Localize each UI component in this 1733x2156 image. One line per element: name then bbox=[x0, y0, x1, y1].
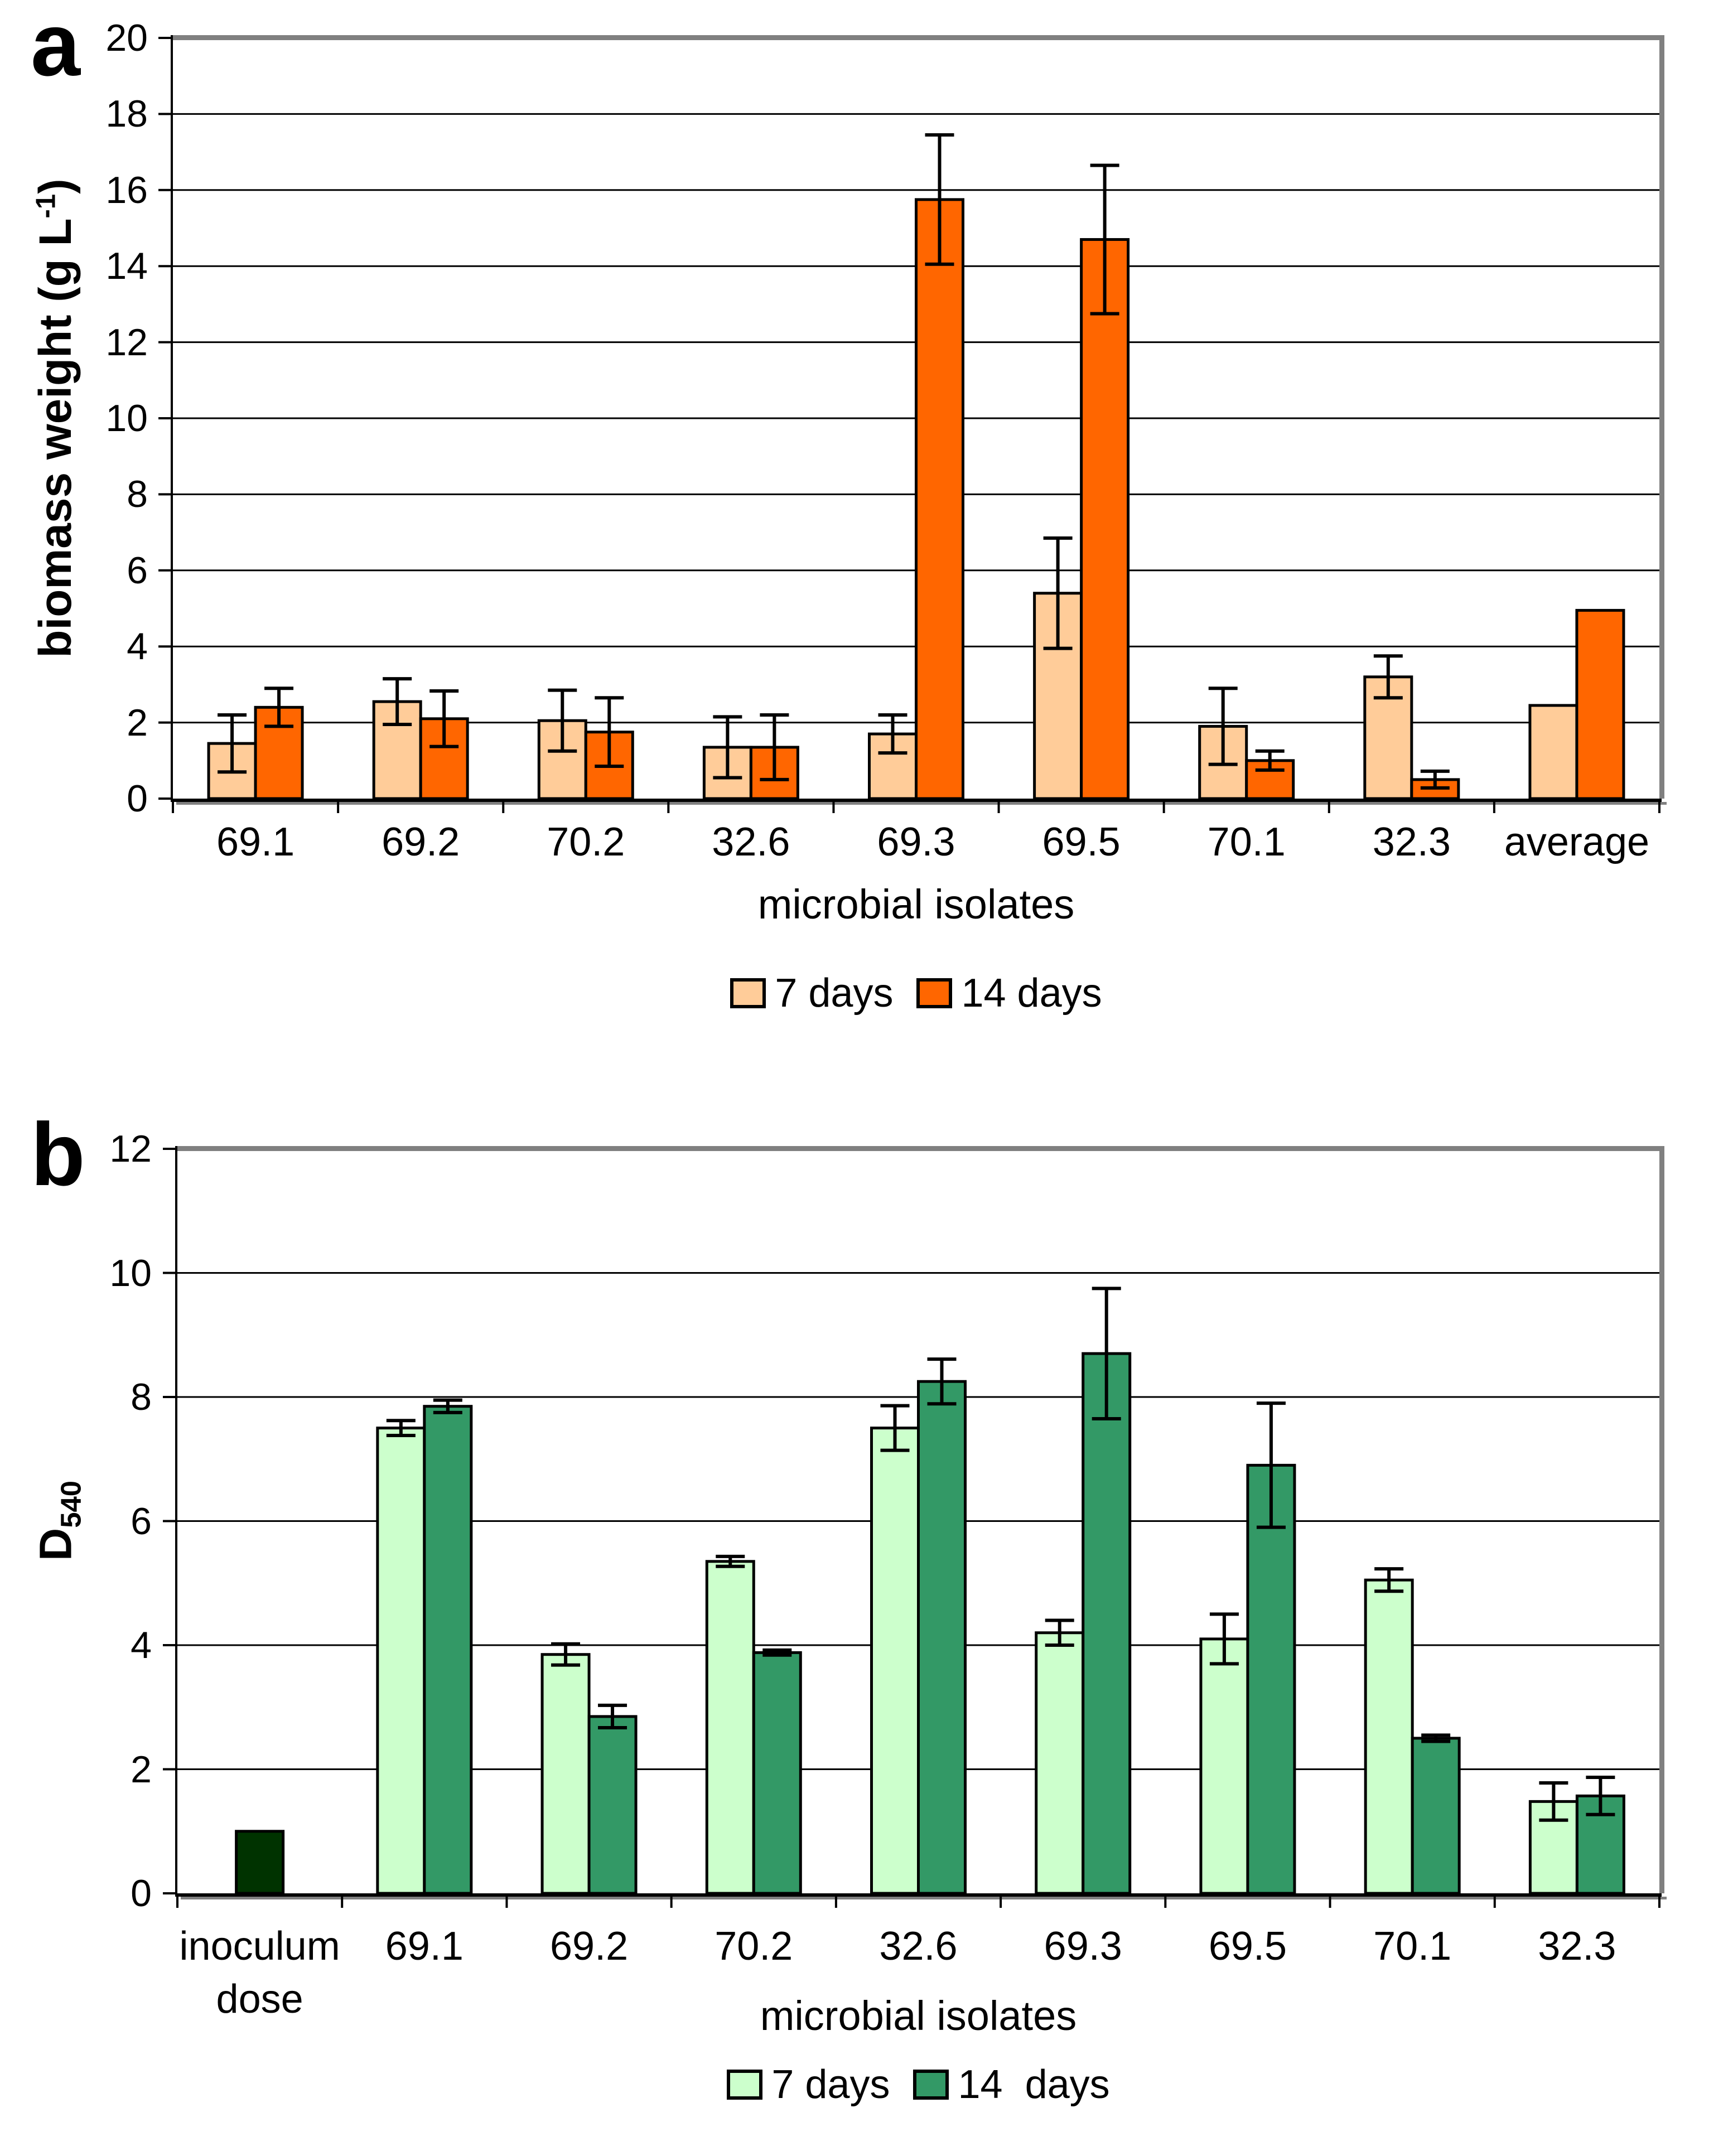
y-tick-label-a-12: 12 bbox=[105, 321, 148, 364]
y-tick-label-a-18: 18 bbox=[105, 93, 148, 136]
y-tick-label-a-0: 0 bbox=[127, 777, 148, 820]
bar-a-69.3-14-days bbox=[915, 198, 964, 800]
bar-b-69.5-7-days bbox=[1199, 1637, 1249, 1895]
y-tick-label-a-14: 14 bbox=[105, 245, 148, 288]
y-tick-label-b-6: 6 bbox=[131, 1500, 152, 1543]
bar-a-69.5-14-days bbox=[1080, 238, 1130, 800]
bar-b-70.1-7-days bbox=[1364, 1578, 1414, 1895]
legend-label: 14 days bbox=[958, 2062, 1110, 2107]
x-category-label-b-32.3: 32.3 bbox=[1538, 1924, 1616, 1969]
y-axis-title-a: biomass weight (g L-1) bbox=[30, 178, 81, 658]
bar-b-inoculum-dose bbox=[235, 1830, 285, 1895]
y-tick-label-b-12: 12 bbox=[109, 1128, 152, 1170]
bar-b-69.5-14-days bbox=[1246, 1463, 1296, 1895]
legend-swatch-icon bbox=[727, 2070, 763, 2100]
bar-b-70.2-14-days bbox=[752, 1651, 802, 1895]
legend-label: 14 days bbox=[961, 971, 1102, 1016]
legend-b: 7 days 14 days bbox=[177, 2064, 1659, 2105]
x-category-label-b-inoculum-dose: dose bbox=[216, 1977, 303, 2022]
x-category-label-a-32.3: 32.3 bbox=[1372, 820, 1451, 864]
legend-a: 7 days 14 days bbox=[173, 973, 1659, 1014]
plot-frame-top-a bbox=[173, 35, 1664, 40]
y-tick-label-b-8: 8 bbox=[131, 1376, 152, 1418]
legend-swatch-icon bbox=[730, 978, 766, 1008]
y-tick-label-b-0: 0 bbox=[131, 1872, 152, 1915]
y-axis-title-b: D540 bbox=[30, 1480, 87, 1562]
y-tick-label-a-16: 16 bbox=[105, 168, 148, 211]
bar-b-69.3-7-days bbox=[1035, 1631, 1085, 1895]
legend-swatch-icon bbox=[916, 978, 953, 1008]
x-category-label-a-69.5: 69.5 bbox=[1042, 820, 1121, 864]
y-tick-label-a-20: 20 bbox=[105, 17, 148, 59]
plot-frame-top-b bbox=[177, 1146, 1664, 1151]
plot-frame-right-a bbox=[1659, 35, 1664, 799]
legend-item-a-7-days: 7 days bbox=[730, 973, 893, 1014]
x-category-label-b-32.6: 32.6 bbox=[879, 1924, 958, 1969]
legend-label: 7 days bbox=[771, 2062, 890, 2107]
legend-item-a-14-days: 14 days bbox=[916, 973, 1102, 1014]
y-tick-label-a-6: 6 bbox=[127, 549, 148, 592]
y-tick-label-b-4: 4 bbox=[131, 1624, 152, 1666]
legend-item-b-14-days: 14 days bbox=[913, 2062, 1110, 2107]
bar-b-70.1-14-days bbox=[1411, 1737, 1461, 1895]
x-category-label-a-70.2: 70.2 bbox=[547, 820, 625, 864]
bar-b-69.3-14-days bbox=[1082, 1352, 1132, 1895]
legend-item-b-7-days: 7 days bbox=[727, 2064, 890, 2105]
x-category-label-a-70.1: 70.1 bbox=[1207, 820, 1286, 864]
x-axis-line-a bbox=[171, 799, 1662, 802]
x-axis-shadow-a bbox=[176, 802, 1667, 805]
bar-a-average-14-days bbox=[1575, 608, 1625, 800]
x-category-label-a-average: average bbox=[1504, 820, 1650, 864]
x-category-label-b-69.1: 69.1 bbox=[385, 1924, 464, 1969]
bar-b-32.6-7-days bbox=[870, 1427, 920, 1895]
panel-b-letter: b bbox=[31, 1104, 85, 1204]
bar-b-69.2-14-days bbox=[587, 1715, 638, 1895]
y-tick-label-a-2: 2 bbox=[127, 701, 148, 744]
x-category-label-b-69.3: 69.3 bbox=[1044, 1924, 1122, 1969]
x-category-label-b-69.2: 69.2 bbox=[549, 1924, 629, 1969]
y-tick-label-a-10: 10 bbox=[105, 397, 148, 439]
x-axis-title-b: microbial isolates bbox=[760, 1993, 1077, 2039]
x-category-label-a-32.6: 32.6 bbox=[712, 820, 790, 864]
panel-a-letter: a bbox=[31, 0, 80, 94]
x-axis-title-a: microbial isolates bbox=[757, 881, 1075, 927]
x-category-label-a-69.1: 69.1 bbox=[216, 820, 295, 864]
x-category-label-a-69.3: 69.3 bbox=[877, 820, 955, 864]
x-category-label-a-69.2: 69.2 bbox=[382, 820, 460, 864]
x-category-label-b-70.1: 70.1 bbox=[1373, 1924, 1452, 1969]
plot-frame-right-b bbox=[1659, 1146, 1664, 1893]
y-tick-label-a-8: 8 bbox=[127, 473, 148, 516]
x-axis-shadow-b bbox=[181, 1897, 1667, 1899]
x-category-label-b-inoculum-dose: inoculum bbox=[179, 1924, 340, 1969]
y-tick-label-b-10: 10 bbox=[109, 1251, 152, 1294]
y-tick-label-a-4: 4 bbox=[127, 625, 148, 668]
x-category-label-b-69.5: 69.5 bbox=[1208, 1924, 1287, 1969]
legend-swatch-icon bbox=[913, 2070, 949, 2100]
x-axis-line-b bbox=[175, 1893, 1662, 1897]
bar-b-32.6-14-days bbox=[917, 1380, 967, 1895]
y-tick-label-b-2: 2 bbox=[131, 1748, 152, 1791]
bar-b-69.1-7-days bbox=[376, 1427, 426, 1895]
legend-label: 7 days bbox=[775, 971, 894, 1016]
bar-b-70.2-7-days bbox=[705, 1560, 755, 1895]
bar-b-69.1-14-days bbox=[423, 1405, 473, 1895]
bar-b-69.2-7-days bbox=[540, 1653, 591, 1895]
x-category-label-b-70.2: 70.2 bbox=[715, 1924, 793, 1969]
bar-a-average-7-days bbox=[1528, 704, 1578, 800]
